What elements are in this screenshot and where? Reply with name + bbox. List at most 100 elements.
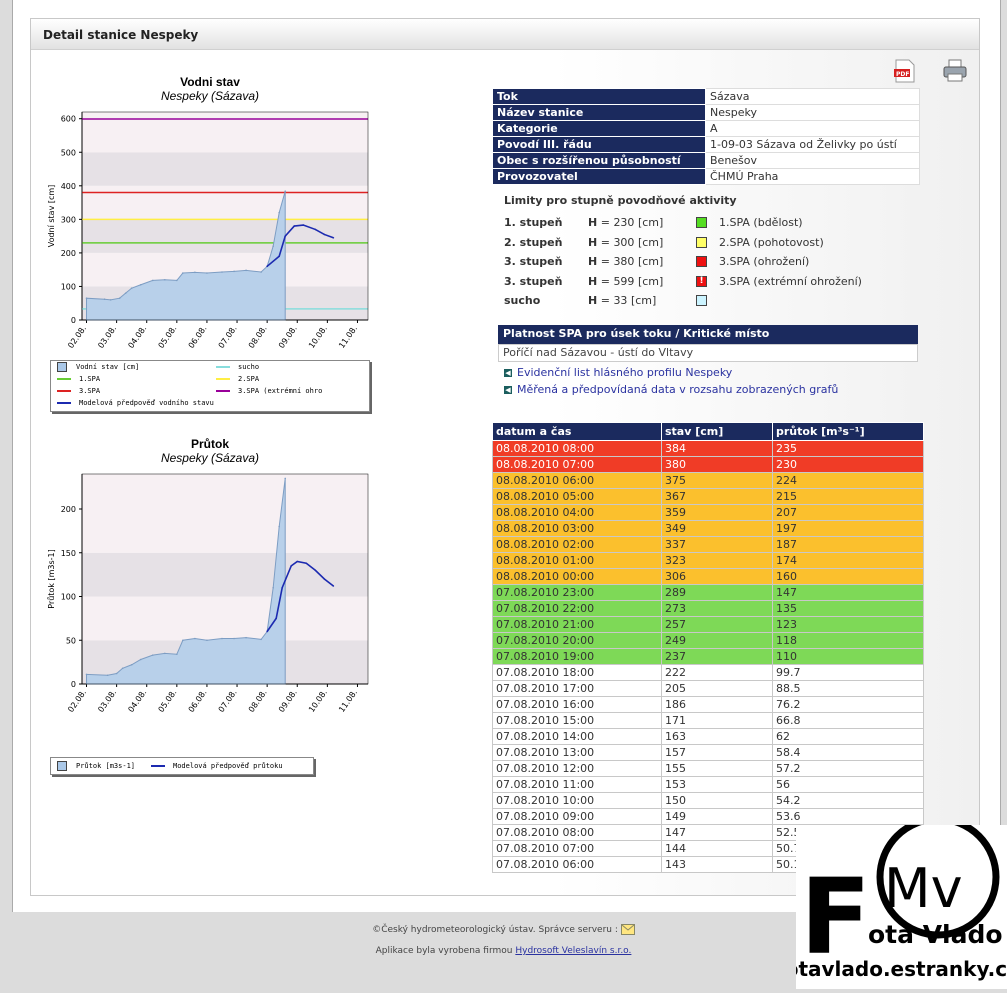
forecast-point — [284, 235, 287, 237]
x-tick-label: 08.08. — [247, 688, 269, 714]
discharge-chart: 0 50 100 150 200 02.08. 03.08. 04.08. 05.08. 06.0… — [46, 473, 369, 714]
limit-height: 230 — [613, 216, 635, 230]
cell-discharge: 118 — [772, 632, 924, 649]
x-tick-label: 09.08. — [277, 688, 299, 714]
grid-band — [82, 185, 368, 220]
legend-swatch — [216, 378, 230, 380]
table-row: 07.08.2010 22:00 273 135 — [492, 600, 924, 617]
measurements-table: datum a čas stav [cm] průtok [m³s⁻¹] 08.… — [492, 422, 924, 873]
water-level-chart: 0 100 200 300 400 500 600 02.08. 03.08. 04.08. 05.… — [47, 111, 369, 350]
x-tick-label: 11.08. — [337, 688, 359, 714]
measured-point — [260, 638, 262, 641]
link-station-sheet[interactable]: Evidenční list hlásného profilu Nespeky — [517, 366, 733, 379]
spa-validity-header: Platnost SPA pro úsek toku / Kritické mí… — [498, 325, 918, 344]
y-tick-label: 500 — [61, 148, 76, 157]
cell-level: 163 — [661, 728, 773, 745]
measured-point — [278, 211, 280, 214]
measured-point — [284, 477, 287, 480]
limit-spa-text: 1.SPA (bdělost) — [719, 216, 803, 230]
legend-item: 3.SPA — [79, 387, 101, 395]
cell-level: 337 — [661, 536, 773, 553]
forecast-point — [305, 562, 308, 565]
info-row: Obec s rozšířenou působností Benešov — [492, 152, 920, 169]
measured-point — [272, 586, 274, 589]
forecast-line — [266, 224, 334, 267]
legend-item: Průtok [m3s-1] — [76, 762, 136, 770]
hydrosoft-link[interactable]: Hydrosoft Veleslavín s.r.o. — [515, 946, 632, 956]
y-tick-label: 600 — [61, 115, 76, 124]
printer-icon[interactable] — [942, 58, 968, 84]
measured-point — [151, 654, 154, 656]
legend-item: Modelová předpověď vodního stavu — [79, 399, 214, 407]
watermark-url: fotavlado.estranky.cz — [796, 957, 1007, 981]
info-value: A — [705, 120, 920, 137]
cell-discharge: 99.7 — [772, 664, 924, 681]
copyright-text: ©Český hydrometeorologický ústav. Správc… — [372, 925, 618, 935]
cell-level: 186 — [661, 696, 773, 713]
x-tick-label: 05.08. — [156, 688, 178, 714]
cell-level: 155 — [661, 760, 773, 777]
grid-band — [82, 152, 368, 186]
cell-datetime: 08.08.2010 06:00 — [492, 472, 662, 489]
measured-point — [151, 279, 154, 282]
x-tick-label: 06.08. — [187, 688, 209, 714]
cell-level: 349 — [661, 520, 773, 537]
cell-level: 306 — [661, 568, 773, 585]
limit-height: 380 — [613, 255, 635, 269]
info-row: Tok Sázava — [492, 88, 920, 105]
y-tick-label: 100 — [61, 593, 76, 602]
cell-datetime: 07.08.2010 09:00 — [492, 808, 662, 825]
limit-row: sucho H = 33 [cm] — [504, 291, 862, 311]
forecast-point — [290, 565, 293, 567]
cell-discharge: 174 — [772, 552, 924, 569]
cell-datetime: 08.08.2010 04:00 — [492, 504, 662, 521]
legend-item: 1.SPA — [79, 375, 101, 383]
info-key: Povodí III. řádu — [492, 136, 706, 153]
cell-discharge: 66.8 — [772, 712, 924, 729]
x-tick-label: 03.08. — [96, 324, 118, 350]
measured-point — [115, 672, 118, 675]
cell-level: 237 — [661, 648, 773, 665]
cell-level: 367 — [661, 488, 773, 505]
cell-datetime: 08.08.2010 00:00 — [492, 568, 662, 585]
cell-discharge: 215 — [772, 488, 924, 505]
cell-datetime: 07.08.2010 18:00 — [492, 664, 662, 681]
measured-point — [118, 297, 121, 299]
spa-color-swatch — [696, 256, 707, 268]
measured-point — [85, 297, 88, 299]
forecast-point — [314, 228, 317, 231]
limit-label: 3. stupeň — [504, 274, 563, 288]
grid-band — [82, 552, 368, 597]
table-row: 07.08.2010 14:00 163 62 — [492, 728, 924, 745]
spa-validity-body: Poříčí nad Sázavou - ústí do Vltavy — [498, 344, 918, 362]
forecast-point — [293, 225, 296, 227]
link-measured-data[interactable]: Měřená a předpovídaná data v rozsahu zob… — [517, 383, 839, 396]
measured-point — [260, 271, 262, 273]
table-row: 08.08.2010 02:00 337 187 — [492, 536, 924, 553]
cell-datetime: 07.08.2010 16:00 — [492, 696, 662, 713]
x-tick-label: 04.08. — [126, 324, 148, 350]
measured-point — [130, 663, 133, 666]
table-row: 07.08.2010 12:00 155 57.2 — [492, 760, 924, 777]
cell-discharge: 123 — [772, 616, 924, 633]
table-row: 07.08.2010 20:00 249 118 — [492, 632, 924, 649]
limit-row: 3. stupeň H = 380 [cm] 3.SPA (ohrožení) — [504, 255, 810, 269]
table-row: 08.08.2010 01:00 323 174 — [492, 552, 924, 569]
table-row: 07.08.2010 21:00 257 123 — [492, 616, 924, 633]
x-tick-label: 04.08. — [126, 688, 148, 714]
mail-icon[interactable] — [620, 924, 635, 935]
limits-title: Limity pro stupně povodňové aktivity — [504, 194, 737, 207]
plot-frame — [81, 473, 369, 685]
forecast-point — [281, 586, 283, 589]
measured-point — [121, 667, 124, 670]
forecast-point — [275, 617, 277, 620]
forecast-point — [302, 224, 305, 226]
measured-point — [176, 279, 178, 282]
measured-area — [86, 191, 286, 321]
pdf-icon[interactable]: PDF — [893, 58, 917, 84]
cell-level: 257 — [661, 616, 773, 633]
cell-level: 147 — [661, 824, 773, 841]
cell-level: 222 — [661, 664, 773, 681]
cell-discharge: 187 — [772, 536, 924, 553]
measured-point — [233, 270, 235, 273]
